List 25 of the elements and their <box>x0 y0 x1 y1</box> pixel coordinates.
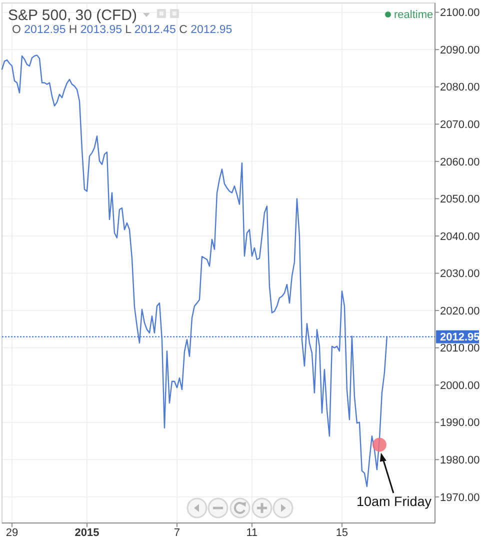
x-tick-label: 2015 <box>74 527 100 539</box>
y-tick-label: 2080.00 <box>440 82 480 94</box>
y-tick-label: 2000.00 <box>440 380 480 392</box>
y-tick-label: 2090.00 <box>440 44 480 56</box>
line-series <box>1 54 388 488</box>
annotation: 10am Friday <box>356 494 432 509</box>
y-tick-label: 2050.00 <box>440 194 480 206</box>
y-tick-label: 2010.00 <box>440 342 480 355</box>
text: O 2012.95 H 2013.95 L 2012.45 C 2012.95 <box>12 24 232 36</box>
chart-title: S&P 500, 30 (CFD) <box>8 7 137 24</box>
text: realtime <box>394 9 434 21</box>
x-tick-label: 11 <box>246 527 258 539</box>
y-tick-label: 2040.00 <box>440 230 480 243</box>
y-tick-label: 1990.00 <box>440 417 480 430</box>
y-tick-label: 2020.00 <box>440 305 480 318</box>
y-tick-label: 2070.00 <box>440 118 480 131</box>
y-tick-label: 2100.00 <box>440 7 480 20</box>
y-tick-label: 2030.00 <box>440 268 480 280</box>
y-tick-label: 1980.00 <box>440 454 480 466</box>
ref-line-label: 2012.95 <box>440 332 480 344</box>
y-tick-label: 2060.00 <box>440 156 480 168</box>
x-tick-label: 7 <box>174 527 180 539</box>
x-tick-label: 15 <box>336 527 348 539</box>
y-tick-label: 1970.00 <box>440 492 480 504</box>
x-tick-label: 29 <box>6 527 18 539</box>
